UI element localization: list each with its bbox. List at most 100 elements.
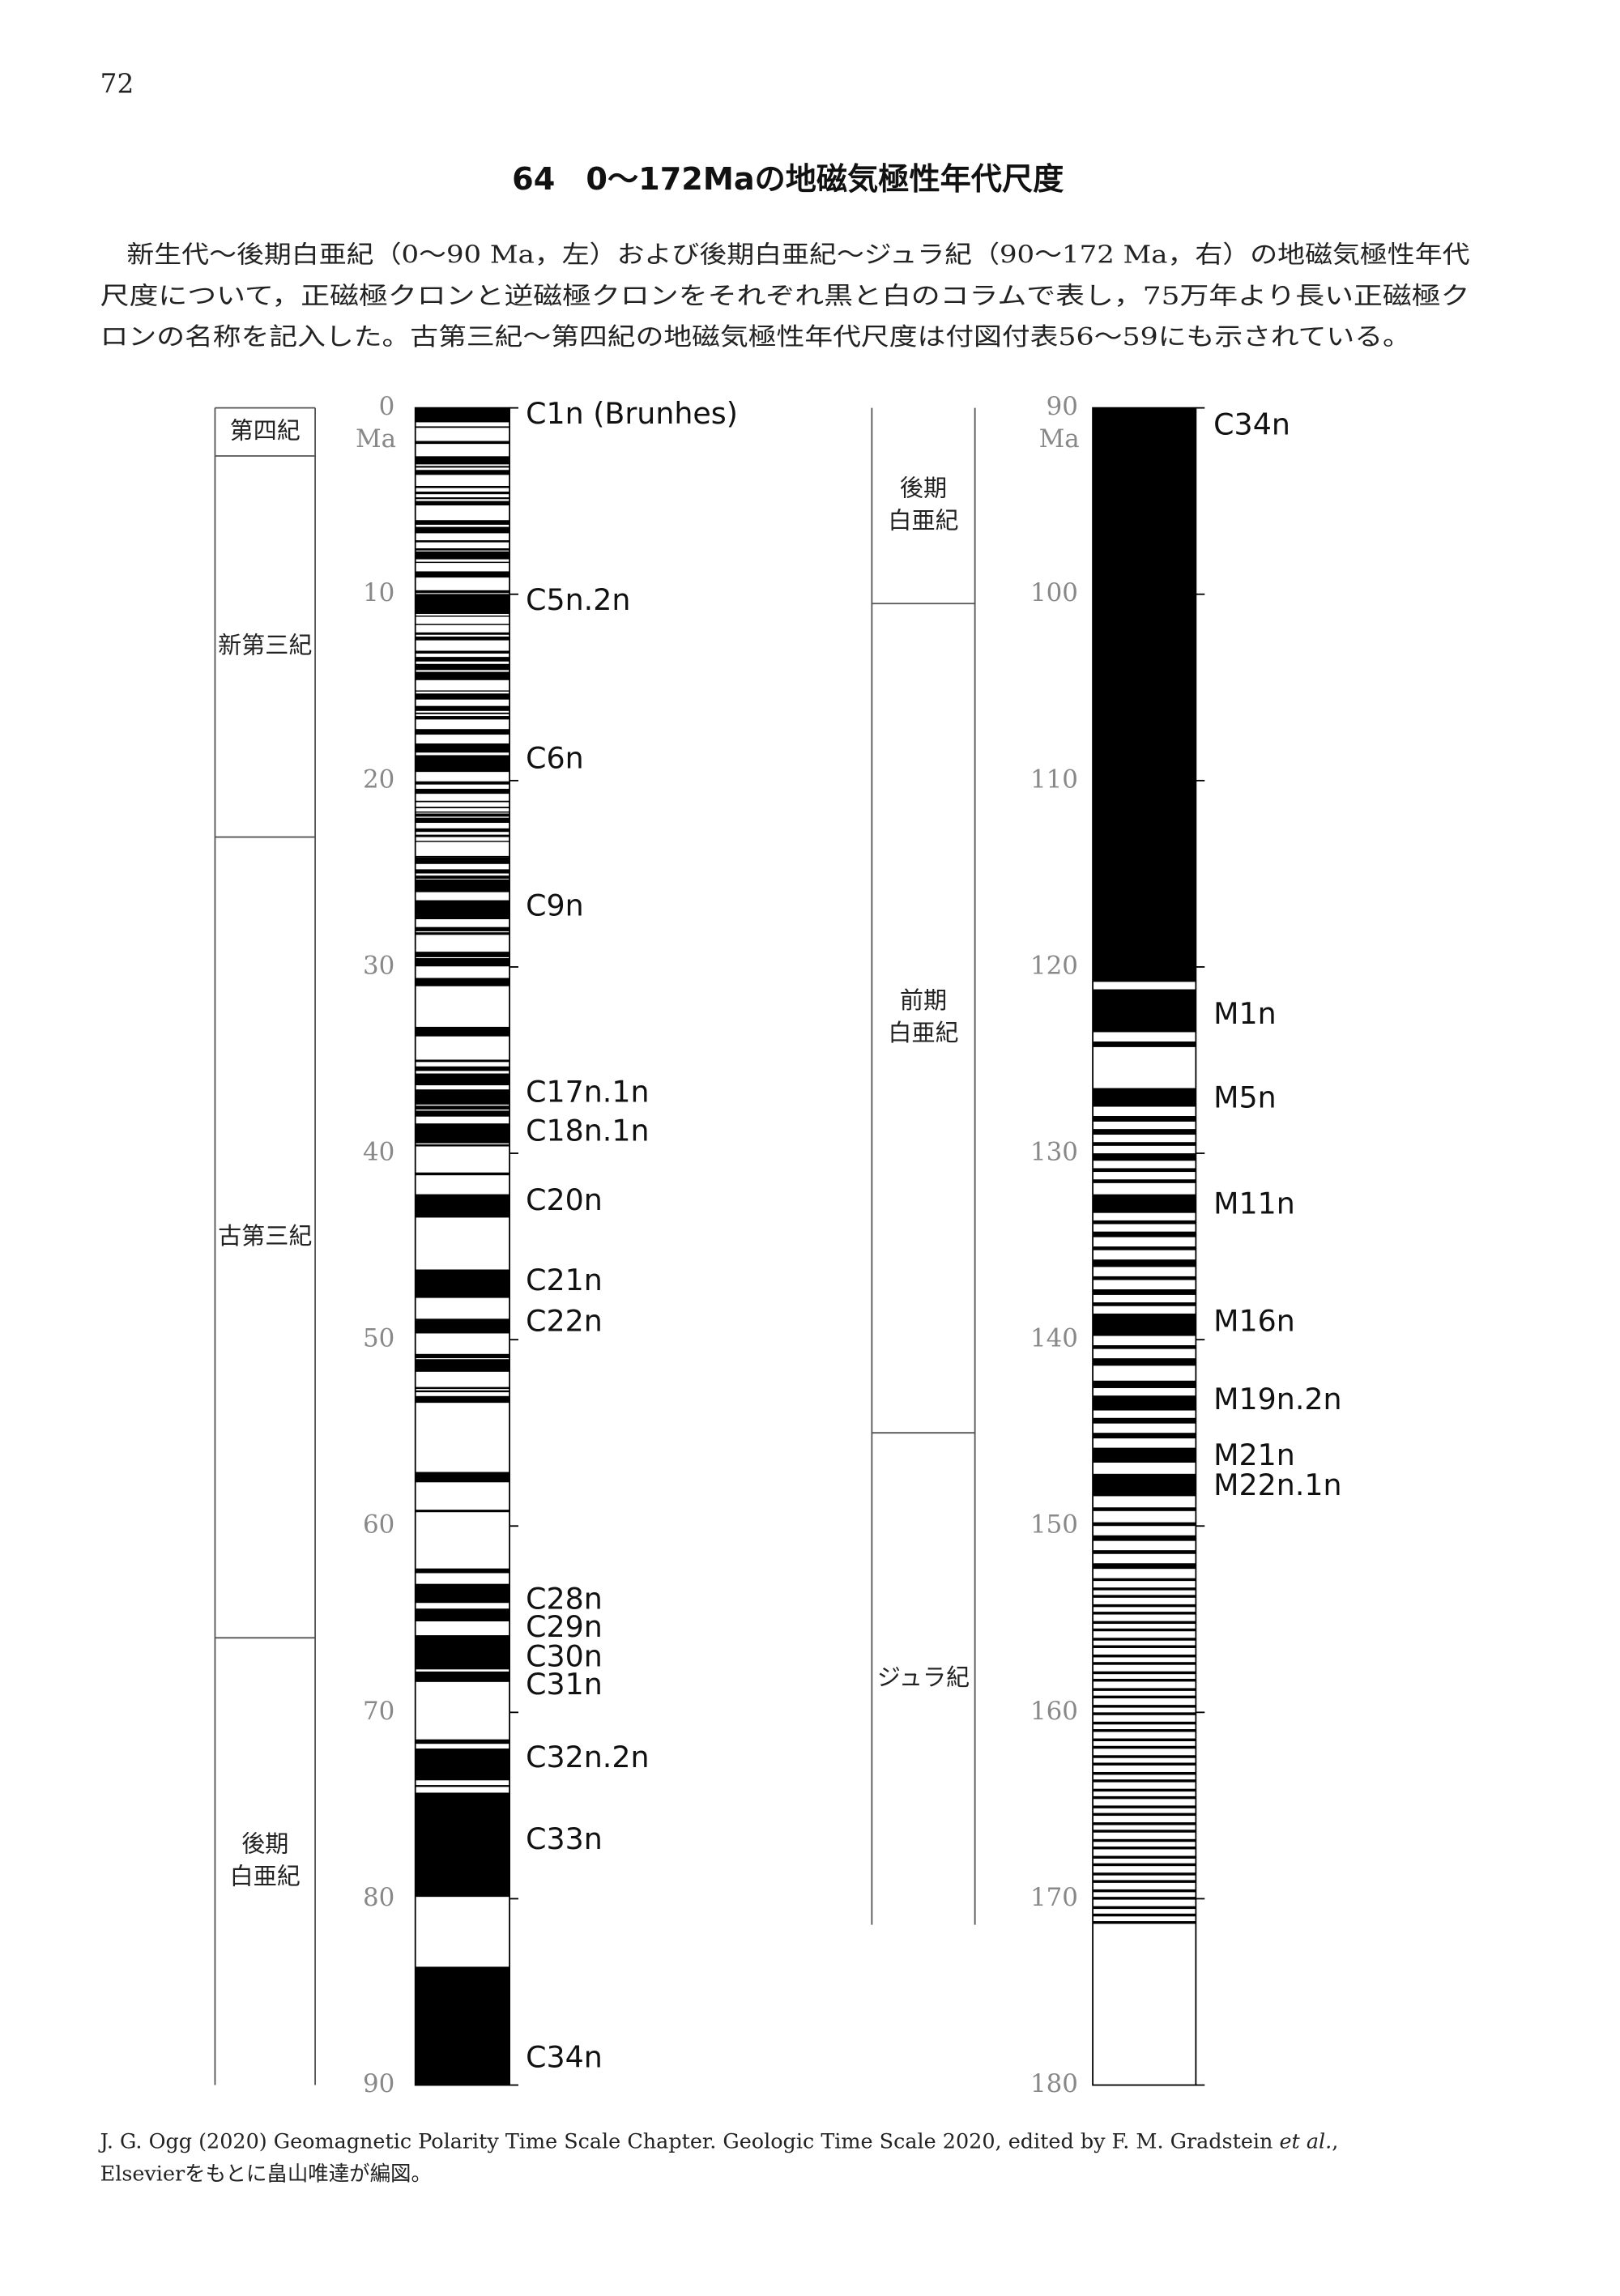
normal-polarity-band: [415, 857, 510, 864]
normal-polarity-band: [1093, 1755, 1196, 1758]
normal-polarity-band: [1093, 1738, 1196, 1742]
normal-polarity-band: [1093, 1302, 1196, 1306]
normal-polarity-band: [1093, 1088, 1196, 1107]
chron-label: C33n: [526, 1821, 603, 1856]
normal-polarity-band: [415, 1026, 510, 1037]
normal-polarity-band: [415, 834, 510, 837]
normal-polarity-band: [1093, 1705, 1196, 1708]
chron-label: C34n: [526, 2039, 603, 2074]
normal-polarity-band: [1093, 1522, 1196, 1527]
period-label: 後期: [241, 1830, 288, 1857]
normal-polarity-band: [415, 1387, 510, 1390]
normal-polarity-band: [415, 978, 510, 986]
normal-polarity-band: [1093, 1168, 1196, 1173]
normal-polarity-band: [415, 1269, 510, 1298]
normal-polarity-band: [415, 1395, 510, 1404]
normal-polarity-band: [415, 571, 510, 578]
chron-label: C34n: [1213, 407, 1290, 442]
normal-polarity-band: [415, 807, 510, 808]
tick-label: 40: [363, 1138, 394, 1167]
normal-polarity-band: [1093, 1259, 1196, 1267]
normal-polarity-band: [1093, 1433, 1196, 1439]
normal-polarity-band: [1093, 1612, 1196, 1615]
tick-label: 60: [363, 1510, 394, 1540]
normal-polarity-band: [415, 1671, 510, 1682]
normal-polarity-band: [415, 1748, 510, 1781]
normal-polarity-band: [415, 1583, 510, 1604]
normal-polarity-band: [1093, 1595, 1196, 1598]
normal-polarity-band: [1093, 1220, 1196, 1225]
chron-label: C30n: [526, 1639, 603, 1674]
body-line: 新生代〜後期白亜紀（0〜90 Ma，左）および後期白亜紀〜ジュラ紀（90〜172…: [126, 241, 1469, 269]
tick-label: 140: [1030, 1324, 1078, 1353]
normal-polarity-band: [1093, 1855, 1196, 1859]
axis-unit: Ma: [356, 424, 396, 454]
normal-polarity-band: [415, 594, 510, 615]
normal-polarity-band: [415, 879, 510, 892]
chron-label: C31n: [526, 1667, 603, 1702]
normal-polarity-band: [415, 663, 510, 671]
normal-polarity-band: [1093, 1550, 1196, 1554]
normal-polarity-band: [1093, 1604, 1196, 1608]
footnote-text: J. G. Ogg (2020) Geomagnetic Polarity Ti…: [98, 2129, 1280, 2153]
normal-polarity-band: [1093, 1179, 1196, 1183]
normal-polarity-band: [1093, 1847, 1196, 1850]
normal-polarity-band: [415, 1194, 510, 1218]
normal-polarity-band: [415, 632, 510, 635]
chron-label: C6n: [526, 741, 584, 776]
normal-polarity-band: [415, 590, 510, 594]
tick-label: 70: [363, 1697, 394, 1726]
footnote: Elsevierをもとに畠山唯達が編図。: [100, 2162, 432, 2186]
normal-polarity-band: [415, 1792, 510, 1898]
normal-polarity-band: [1093, 1655, 1196, 1658]
normal-polarity-band: [415, 497, 510, 500]
tick-label: 160: [1030, 1697, 1078, 1726]
period-label: 新第三紀: [218, 631, 312, 658]
normal-polarity-band: [415, 1739, 510, 1744]
normal-polarity-band: [415, 407, 510, 423]
tick-label: 30: [363, 951, 394, 980]
normal-polarity-band: [415, 1144, 510, 1147]
normal-polarity-band: [1093, 1116, 1196, 1122]
normal-polarity-band: [415, 492, 510, 495]
period-label: 後期: [900, 474, 947, 501]
normal-polarity-band: [415, 788, 510, 794]
normal-polarity-band: [415, 1785, 510, 1787]
tick-label: 50: [363, 1324, 394, 1353]
normal-polarity-band: [415, 712, 510, 714]
normal-polarity-band: [415, 811, 510, 813]
normal-polarity-band: [1093, 1921, 1196, 1924]
normal-polarity-band: [1093, 1913, 1196, 1917]
normal-polarity-band: [415, 1510, 510, 1513]
normal-polarity-band: [1093, 1678, 1196, 1682]
body-line: 尺度について，正磁極クロンと逆磁極クロンをそれぞれ黒と白のコラムで表し，75万年…: [100, 282, 1470, 310]
period-label: 白亜紀: [888, 1019, 958, 1046]
normal-polarity-band: [415, 743, 510, 753]
normal-polarity-band: [1093, 1276, 1196, 1280]
normal-polarity-band: [415, 520, 510, 525]
chron-label: C1n (Brunhes): [526, 396, 738, 431]
normal-polarity-band: [415, 705, 510, 711]
normal-polarity-band: [1093, 1872, 1196, 1876]
normal-polarity-band: [415, 526, 510, 534]
normal-polarity-band: [1093, 1447, 1196, 1463]
normal-polarity-band: [415, 800, 510, 803]
normal-polarity-band: [1093, 1380, 1196, 1388]
normal-polarity-band: [415, 441, 510, 445]
normal-polarity-band: [1093, 1395, 1196, 1411]
normal-polarity-band: [1093, 1805, 1196, 1808]
normal-polarity-band: [415, 716, 510, 720]
normal-polarity-band: [415, 958, 510, 967]
normal-polarity-band: [1093, 1880, 1196, 1883]
chron-label: M5n: [1213, 1080, 1277, 1114]
normal-polarity-band: [415, 817, 510, 824]
normal-polarity-band: [1093, 1795, 1196, 1800]
normal-polarity-band: [415, 1353, 510, 1359]
tick-label: 80: [363, 1883, 394, 1912]
normal-polarity-band: [1093, 1231, 1196, 1237]
normal-polarity-band: [415, 561, 510, 564]
chron-label: C18n.1n: [526, 1114, 649, 1148]
chron-label: M11n: [1213, 1186, 1295, 1220]
body-line: ロンの名称を記入した。古第三紀〜第四紀の地磁気極性年代尺度は付図付表56〜59に…: [100, 323, 1411, 351]
tick-label: 150: [1030, 1510, 1078, 1540]
